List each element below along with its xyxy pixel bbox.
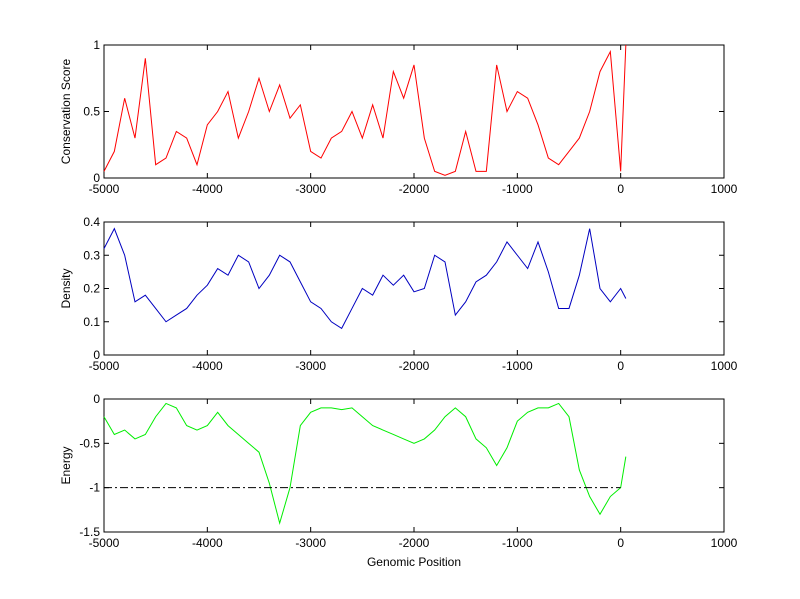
y-tick-label: 1 bbox=[93, 38, 100, 52]
x-tick-label: -3000 bbox=[295, 182, 326, 196]
data-line bbox=[103, 402, 627, 526]
x-tick-label: -1000 bbox=[502, 359, 533, 373]
x-tick-label: -1000 bbox=[502, 182, 533, 196]
x-tick-label: -5000 bbox=[89, 182, 120, 196]
data-line bbox=[103, 44, 627, 176]
x-tick-label: -4000 bbox=[192, 359, 223, 373]
axes-box bbox=[103, 221, 725, 356]
axes-box bbox=[103, 398, 725, 533]
x-tick-label: 1000 bbox=[711, 536, 738, 550]
x-tick-label: -3000 bbox=[295, 536, 326, 550]
y-tick-label: 0.2 bbox=[83, 282, 100, 296]
x-tick-label: 1000 bbox=[711, 182, 738, 196]
x-tick-label: -4000 bbox=[192, 536, 223, 550]
y-tick-label: 0.3 bbox=[83, 248, 100, 262]
x-tick-label: -4000 bbox=[192, 182, 223, 196]
x-tick-label: 0 bbox=[617, 182, 624, 196]
data-line bbox=[103, 227, 627, 330]
y-tick-label: -0.5 bbox=[79, 436, 100, 450]
x-tick-label: -3000 bbox=[295, 359, 326, 373]
y-tick-label: 0.5 bbox=[83, 105, 100, 119]
y-axis-label: Conservation Score bbox=[59, 58, 73, 164]
x-tick-label: 1000 bbox=[711, 359, 738, 373]
x-tick-label: -5000 bbox=[89, 359, 120, 373]
y-tick-label: 0.4 bbox=[83, 215, 100, 229]
y-tick-label: 0 bbox=[93, 392, 100, 406]
y-tick-label: 0 bbox=[93, 171, 100, 185]
x-tick-label: 0 bbox=[617, 536, 624, 550]
x-tick-label: -5000 bbox=[89, 536, 120, 550]
x-tick-label: -2000 bbox=[399, 182, 430, 196]
x-axis-label: Genomic Position bbox=[367, 555, 461, 569]
x-tick-label: 0 bbox=[617, 359, 624, 373]
x-tick-label: -2000 bbox=[399, 359, 430, 373]
y-tick-label: -1.5 bbox=[79, 525, 100, 539]
x-tick-label: -1000 bbox=[502, 536, 533, 550]
y-tick-label: 0 bbox=[93, 348, 100, 362]
x-tick-label: -2000 bbox=[399, 536, 430, 550]
y-tick-label: -1 bbox=[89, 481, 100, 495]
y-axis-label: Density bbox=[59, 268, 73, 308]
y-axis-label: Energy bbox=[59, 446, 73, 484]
y-tick-label: 0.1 bbox=[83, 315, 100, 329]
